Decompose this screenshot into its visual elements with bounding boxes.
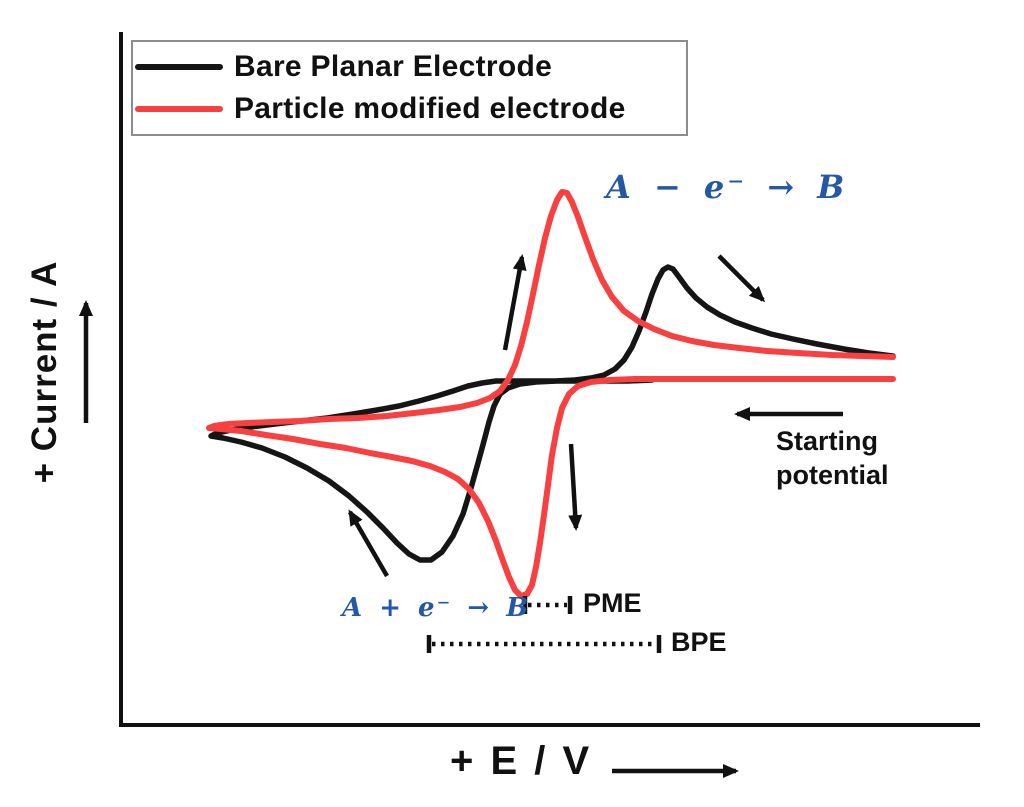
scan-direction-down-arrow: [568, 443, 583, 531]
scan-direction-down-right-arrow: [717, 254, 766, 303]
pme-label: PME: [583, 588, 642, 618]
black-line-swatch: [135, 64, 223, 70]
starting-potential-annotation: Starting potential: [776, 424, 889, 492]
legend-item-bare-planar-electrode: Bare Planar Electrode: [133, 50, 686, 84]
starting-potential-line1: Starting: [776, 426, 879, 456]
legend-label-bare-planar: Bare Planar Electrode: [234, 50, 553, 83]
legend-label-particle-modified: Particle modified electrode: [234, 92, 626, 125]
y-axis-label: + Current / A: [25, 260, 64, 484]
curve-particle-modified-electrode: [206, 189, 896, 599]
legend: Bare Planar Electrode Particle modified …: [131, 40, 688, 136]
starting-potential-line2: potential: [776, 460, 889, 490]
scan-direction-up-left-arrow: [348, 509, 389, 578]
x-axis-label: + E / V: [450, 739, 593, 783]
plot-layer: [79, 32, 980, 778]
reduction-reaction-annotation: A + e⁻ → B: [342, 593, 531, 623]
curve-bare-planar-electrode: [208, 264, 896, 563]
oxidation-reaction-annotation: A − e⁻ → B: [606, 168, 848, 206]
scan-direction-up-arrow: [502, 254, 527, 351]
legend-item-particle-modified-electrode: Particle modified electrode: [133, 92, 686, 126]
red-line-swatch: [135, 106, 223, 112]
bpe-label: BPE: [671, 627, 727, 657]
